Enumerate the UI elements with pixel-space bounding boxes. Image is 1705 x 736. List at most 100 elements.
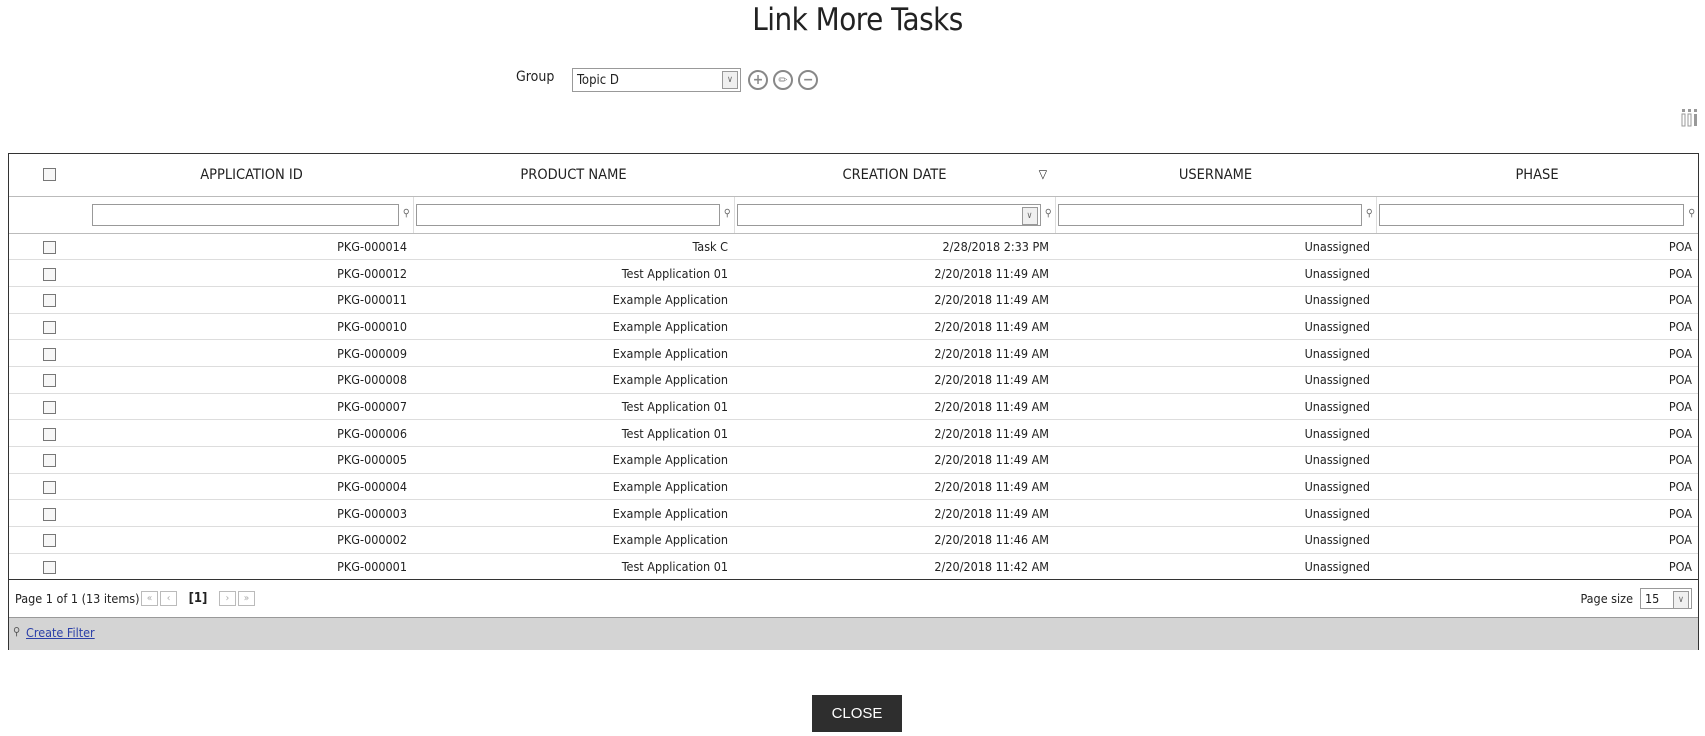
pager: Page 1 of 1 (13 items) «‹ [1] ›» Page si… xyxy=(9,579,1698,618)
application-id-cell: PKG-000007 xyxy=(90,393,413,421)
table-row[interactable]: PKG-000001 Test Application 01 2/20/2018 1… xyxy=(9,553,1698,581)
row-checkbox[interactable] xyxy=(43,347,56,361)
product-name-cell: Example Application xyxy=(413,473,734,501)
close-button[interactable]: CLOSE xyxy=(812,695,902,732)
filter-icon: ⚲ xyxy=(13,625,21,638)
row-checkbox[interactable] xyxy=(43,400,56,414)
creation-date-cell: 2/20/2018 11:49 AM xyxy=(734,473,1055,501)
column-header-application-id[interactable]: APPLICATION ID xyxy=(90,154,413,197)
phase-cell: POA xyxy=(1376,419,1698,447)
row-checkbox[interactable] xyxy=(43,294,56,308)
chevron-down-icon[interactable]: ∨ xyxy=(1673,591,1689,609)
select-all-checkbox[interactable] xyxy=(43,168,56,182)
next-page-button[interactable]: › xyxy=(218,591,236,606)
filter-row: ⚲ ⚲ ∨ ⚲ ⚲ ⚲ xyxy=(9,196,1698,234)
column-header-creation-date[interactable]: CREATION DATE ▽ xyxy=(734,154,1055,197)
application-id-cell: PKG-000003 xyxy=(90,499,413,528)
username-cell: Unassigned xyxy=(1055,553,1376,581)
product-name-cell: Example Application xyxy=(413,286,734,314)
group-select-value: Topic D xyxy=(577,73,619,88)
table-row[interactable]: PKG-000014 Task C 2/28/2018 2:33 PM Unassig… xyxy=(9,233,1698,261)
row-checkbox[interactable] xyxy=(43,534,56,548)
table-row[interactable]: PKG-000011 Example Application 2/20/2018 1… xyxy=(9,286,1698,314)
product-name-cell: Test Application 01 xyxy=(413,419,734,447)
column-header-phase[interactable]: PHASE xyxy=(1376,154,1698,197)
username-cell: Unassigned xyxy=(1055,233,1376,261)
username-cell: Unassigned xyxy=(1055,446,1376,474)
phase-cell: POA xyxy=(1376,366,1698,394)
remove-group-icon[interactable]: − xyxy=(798,70,818,90)
creation-date-cell: 2/20/2018 11:49 AM xyxy=(734,286,1055,314)
page-size-select[interactable]: 15 ∨ xyxy=(1640,588,1692,609)
row-select-cell xyxy=(9,553,90,581)
phase-cell: POA xyxy=(1376,313,1698,341)
application-id-cell: PKG-000005 xyxy=(90,446,413,474)
creation-date-cell: 2/20/2018 11:42 AM xyxy=(734,553,1055,581)
product-name-cell: Example Application xyxy=(413,499,734,528)
tasks-grid: APPLICATION ID PRODUCT NAME CREATION DAT… xyxy=(8,153,1699,650)
table-row[interactable]: PKG-000005 Example Application 2/20/2018 1… xyxy=(9,446,1698,474)
select-all-cell xyxy=(9,154,90,197)
row-select-cell xyxy=(9,313,90,341)
row-select-cell xyxy=(9,499,90,528)
filter-icon[interactable]: ⚲ xyxy=(402,207,410,219)
create-filter-link[interactable]: Create Filter xyxy=(26,625,95,640)
row-select-cell xyxy=(9,473,90,501)
table-row[interactable]: PKG-000002 Example Application 2/20/2018 1… xyxy=(9,526,1698,554)
page-title: Link More Tasks xyxy=(752,2,963,38)
group-label: Group xyxy=(516,69,555,85)
creation-date-cell: 2/20/2018 11:49 AM xyxy=(734,339,1055,367)
phase-cell: POA xyxy=(1376,339,1698,367)
creation-date-cell: 2/20/2018 11:49 AM xyxy=(734,419,1055,447)
phase-cell: POA xyxy=(1376,526,1698,554)
table-row[interactable]: PKG-000012 Test Application 01 2/20/2018 1… xyxy=(9,259,1698,287)
creation-date-cell: 2/20/2018 11:49 AM xyxy=(734,366,1055,394)
row-checkbox[interactable] xyxy=(43,427,56,441)
prev-page-button[interactable]: ‹ xyxy=(160,591,177,606)
application-id-cell: PKG-000014 xyxy=(90,233,413,261)
edit-group-icon[interactable]: ✏ xyxy=(773,70,793,90)
phase-cell: POA xyxy=(1376,446,1698,474)
application-id-cell: PKG-000001 xyxy=(90,553,413,581)
table-row[interactable]: PKG-000004 Example Application 2/20/2018 1… xyxy=(9,473,1698,501)
phase-cell: POA xyxy=(1376,499,1698,528)
filter-icon[interactable]: ⚲ xyxy=(1365,207,1373,219)
row-checkbox[interactable] xyxy=(43,240,56,254)
chevron-down-icon[interactable]: ∨ xyxy=(722,71,738,89)
add-group-icon[interactable]: + xyxy=(748,70,768,90)
row-checkbox[interactable] xyxy=(43,374,56,388)
phase-filter-input[interactable] xyxy=(1378,203,1684,226)
table-row[interactable]: PKG-000003 Example Application 2/20/2018 1… xyxy=(9,499,1698,528)
table-row[interactable]: PKG-000007 Test Application 01 2/20/2018 1… xyxy=(9,393,1698,421)
row-checkbox[interactable] xyxy=(43,267,56,281)
product-name-cell: Example Application xyxy=(413,339,734,367)
phase-cell: POA xyxy=(1376,233,1698,261)
row-checkbox[interactable] xyxy=(43,561,56,575)
row-checkbox[interactable] xyxy=(43,320,56,334)
row-checkbox[interactable] xyxy=(43,481,56,495)
row-select-cell xyxy=(9,366,90,394)
column-chooser-icon[interactable] xyxy=(1681,108,1698,127)
filter-icon[interactable]: ⚲ xyxy=(1688,207,1695,219)
application-id-filter-input[interactable] xyxy=(92,203,399,226)
username-filter-input[interactable] xyxy=(1057,203,1362,226)
row-select-cell xyxy=(9,393,90,421)
chevron-down-icon[interactable]: ∨ xyxy=(1021,206,1038,225)
group-select[interactable]: Topic D ∨ xyxy=(572,68,741,92)
table-row[interactable]: PKG-000009 Example Application 2/20/2018 1… xyxy=(9,339,1698,367)
creation-date-filter-input[interactable]: ∨ xyxy=(736,203,1041,226)
row-select-cell xyxy=(9,446,90,474)
product-name-filter-input[interactable] xyxy=(415,203,720,226)
first-page-button[interactable]: « xyxy=(141,591,158,606)
row-checkbox[interactable] xyxy=(43,454,56,468)
row-checkbox[interactable] xyxy=(43,507,56,521)
filter-icon[interactable]: ⚲ xyxy=(723,207,731,219)
table-row[interactable]: PKG-000006 Test Application 01 2/20/2018 1… xyxy=(9,419,1698,447)
last-page-button[interactable]: » xyxy=(237,591,255,606)
table-row[interactable]: PKG-000010 Example Application 2/20/2018 1… xyxy=(9,313,1698,341)
column-header-product-name[interactable]: PRODUCT NAME xyxy=(413,154,734,197)
table-row[interactable]: PKG-000008 Example Application 2/20/2018 1… xyxy=(9,366,1698,394)
row-select-cell xyxy=(9,233,90,261)
column-header-username[interactable]: USERNAME xyxy=(1055,154,1376,197)
filter-icon[interactable]: ⚲ xyxy=(1044,207,1052,219)
